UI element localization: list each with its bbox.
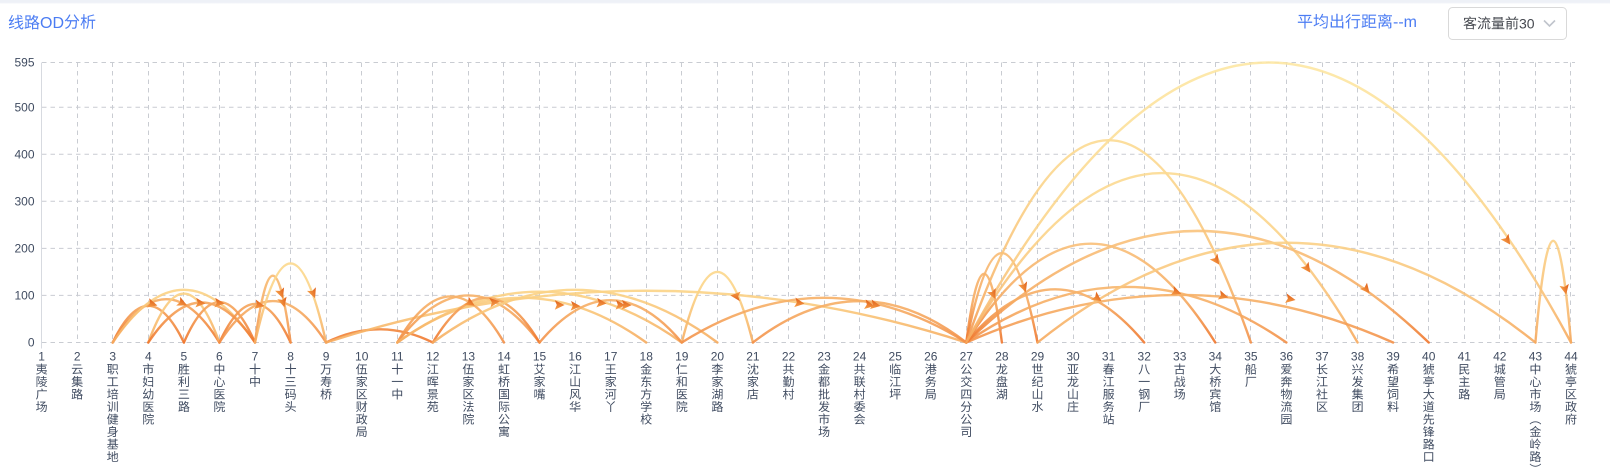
svg-text:43: 43: [1529, 350, 1543, 364]
svg-text:13: 13: [462, 350, 476, 364]
svg-text:26: 26: [924, 350, 938, 364]
svg-text:19: 19: [675, 350, 689, 364]
svg-text:28: 28: [995, 350, 1009, 364]
svg-text:9: 9: [323, 350, 330, 364]
svg-text:31: 31: [1102, 350, 1116, 364]
svg-text:5: 5: [181, 350, 188, 364]
svg-text:17: 17: [604, 350, 618, 364]
svg-text:400: 400: [14, 148, 34, 162]
svg-text:500: 500: [14, 100, 34, 114]
svg-text:21: 21: [746, 350, 760, 364]
svg-text:7: 7: [252, 350, 259, 364]
svg-text:25: 25: [889, 350, 903, 364]
svg-text:4: 4: [145, 350, 152, 364]
svg-text:35: 35: [1244, 350, 1258, 364]
svg-text:40: 40: [1422, 350, 1436, 364]
svg-text:6: 6: [216, 350, 223, 364]
svg-text:20: 20: [711, 350, 725, 364]
svg-text:37: 37: [1315, 350, 1329, 364]
svg-text:42: 42: [1493, 350, 1507, 364]
svg-text:23: 23: [817, 350, 831, 364]
svg-text:18: 18: [640, 350, 654, 364]
svg-text:595: 595: [14, 56, 34, 70]
svg-text:100: 100: [14, 289, 34, 303]
svg-text:8: 8: [287, 350, 294, 364]
svg-text:30: 30: [1066, 350, 1080, 364]
svg-text:33: 33: [1173, 350, 1187, 364]
svg-text:44: 44: [1564, 350, 1578, 364]
svg-text:29: 29: [1031, 350, 1045, 364]
svg-text:15: 15: [533, 350, 547, 364]
svg-text:2: 2: [74, 350, 81, 364]
svg-text:34: 34: [1209, 350, 1223, 364]
svg-text:12: 12: [426, 350, 440, 364]
svg-text:22: 22: [782, 350, 796, 364]
svg-text:24: 24: [853, 350, 867, 364]
svg-text:30: 30: [1519, 15, 1535, 31]
svg-text:38: 38: [1351, 350, 1365, 364]
svg-text:--m: --m: [1393, 14, 1417, 31]
svg-text:0: 0: [28, 336, 35, 350]
svg-text:OD: OD: [40, 15, 64, 32]
svg-text:16: 16: [568, 350, 582, 364]
svg-text:32: 32: [1138, 350, 1152, 364]
svg-text:200: 200: [14, 242, 34, 256]
svg-text:36: 36: [1280, 350, 1294, 364]
svg-text:10: 10: [355, 350, 369, 364]
svg-text:39: 39: [1386, 350, 1400, 364]
svg-text:14: 14: [497, 350, 511, 364]
svg-text:300: 300: [14, 195, 34, 209]
svg-text:27: 27: [960, 350, 974, 364]
svg-text:11: 11: [391, 350, 404, 364]
svg-text:3: 3: [109, 350, 116, 364]
svg-text:41: 41: [1458, 350, 1472, 364]
svg-text:1: 1: [38, 350, 45, 364]
